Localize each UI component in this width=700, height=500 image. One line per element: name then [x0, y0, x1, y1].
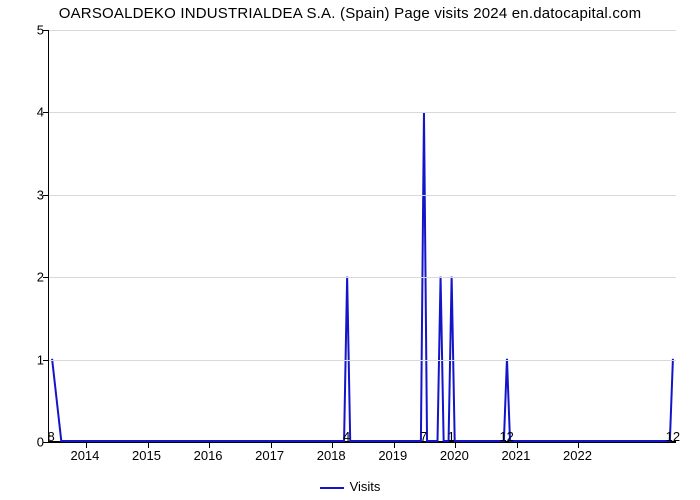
x-year-label: 2018 [317, 448, 346, 463]
gridline [49, 30, 676, 31]
y-tick [43, 30, 49, 31]
x-value-label: 8 [47, 429, 54, 444]
gridline [49, 112, 676, 113]
x-year-label: 2022 [563, 448, 592, 463]
y-tick-label: 1 [4, 352, 44, 367]
x-value-label: 1 [448, 429, 455, 444]
x-year-label: 2019 [378, 448, 407, 463]
chart-container: OARSOALDEKO INDUSTRIALDEA S.A. (Spain) P… [0, 0, 700, 500]
x-year-label: 2014 [70, 448, 99, 463]
y-tick-label: 5 [4, 23, 44, 38]
gridline [49, 195, 676, 196]
x-value-label: 7 [420, 429, 427, 444]
x-year-label: 2021 [501, 448, 530, 463]
y-tick-label: 3 [4, 187, 44, 202]
y-tick [43, 112, 49, 113]
x-year-label: 2015 [132, 448, 161, 463]
y-tick [43, 195, 49, 196]
x-value-label: 12 [666, 429, 680, 444]
y-tick [43, 360, 49, 361]
y-tick-label: 4 [4, 105, 44, 120]
x-year-label: 2017 [255, 448, 284, 463]
gridline [49, 277, 676, 278]
x-year-label: 2016 [194, 448, 223, 463]
x-value-label: 12 [499, 429, 513, 444]
plot-area [48, 30, 676, 442]
y-tick-label: 2 [4, 270, 44, 285]
chart-svg [49, 30, 676, 441]
gridline [49, 360, 676, 361]
y-tick-label: 0 [4, 435, 44, 450]
x-value-label: 4 [343, 429, 350, 444]
chart-title: OARSOALDEKO INDUSTRIALDEA S.A. (Spain) P… [0, 6, 700, 22]
legend-swatch [320, 487, 344, 489]
legend-label: Visits [350, 479, 381, 494]
gridline [49, 442, 676, 443]
legend: Visits [0, 479, 700, 494]
y-tick [43, 277, 49, 278]
x-year-label: 2020 [440, 448, 469, 463]
